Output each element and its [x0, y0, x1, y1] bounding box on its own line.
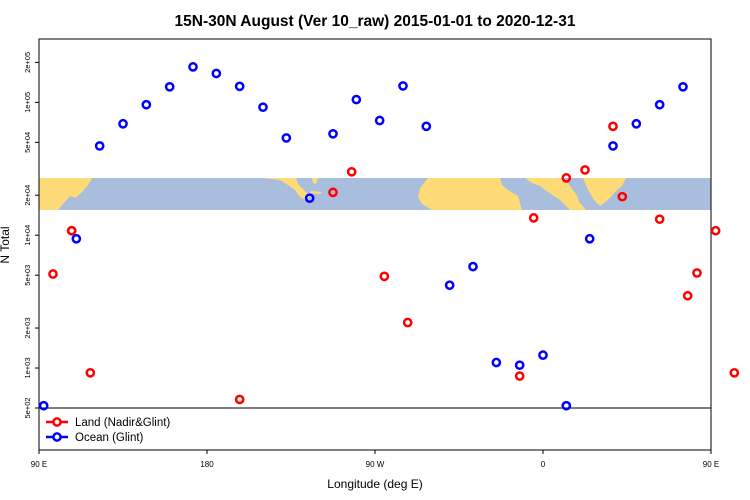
ocean-point	[211, 68, 222, 79]
y-tick-label: 2e+03	[23, 317, 32, 338]
x-tick-label: 180	[200, 460, 214, 469]
legend-ocean-label: Ocean (Glint)	[75, 432, 144, 444]
y-tick-label: 1e+05	[23, 92, 32, 113]
land-point	[654, 214, 665, 225]
ocean-point	[188, 62, 198, 72]
ocean-point	[164, 81, 175, 92]
land-point	[692, 268, 702, 278]
ocean-point	[538, 350, 548, 360]
y-tick-label: 5e+03	[23, 265, 32, 286]
legend-item-ocean: Ocean (Glint)	[46, 432, 144, 444]
y-tick-label: 1e+03	[23, 357, 32, 378]
x-tick-label: 90 E	[31, 460, 47, 469]
land-point	[528, 213, 539, 223]
y-tick-label: 2e+04	[23, 185, 32, 206]
land-point	[617, 191, 628, 202]
data-series	[38, 62, 740, 411]
y-axis: 5e+02 1e+03 2e+03 5e+03 1e+04 2e+04 5e+04 1e+05…	[23, 52, 39, 419]
ocean-point	[584, 233, 595, 244]
series-land	[48, 121, 740, 405]
land-point	[234, 394, 245, 405]
ocean-point	[258, 102, 268, 113]
ocean-point	[351, 94, 362, 105]
land-point	[48, 269, 58, 279]
land-florida	[312, 178, 318, 184]
world-map-strip	[39, 178, 711, 210]
land-point	[580, 165, 590, 175]
ocean-point	[234, 81, 245, 92]
legend: Land (Nadir&Glint) Ocean (Glint)	[46, 417, 170, 444]
y-tick-label: 5e+04	[23, 132, 32, 153]
ocean-point	[421, 121, 432, 132]
land-point	[729, 367, 740, 378]
ocean-point	[491, 357, 502, 368]
land-point	[514, 371, 525, 381]
ocean-point	[141, 99, 152, 110]
x-tick-label: 90 E	[703, 460, 719, 469]
y-axis-label: N Total	[0, 226, 12, 263]
legend-item-land: Land (Nadir&Glint)	[46, 417, 170, 429]
land-point	[379, 271, 390, 282]
ocean-point	[71, 233, 82, 244]
ocean-point	[94, 141, 105, 151]
ocean-point	[631, 118, 642, 129]
plot-frame	[38, 38, 712, 409]
land-point	[85, 367, 96, 378]
x-axis-label: Longitude (deg E)	[327, 477, 422, 491]
ocean-point	[38, 400, 49, 411]
land-point	[66, 225, 77, 236]
land-se-asia	[583, 178, 626, 206]
land-point	[346, 166, 357, 177]
land-africa-arabia	[418, 178, 522, 210]
ocean-point	[468, 261, 478, 272]
y-tick-label: 5e+02	[23, 397, 32, 418]
series-ocean	[38, 62, 688, 411]
legend-land-label: Land (Nadir&Glint)	[75, 417, 170, 429]
x-tick-label: 90 W	[366, 460, 385, 469]
ocean-point	[608, 141, 618, 151]
land-mexico	[262, 178, 310, 200]
land-india	[525, 178, 586, 210]
land-point	[328, 187, 338, 198]
land-asia-east	[39, 178, 92, 210]
ocean-point	[444, 280, 455, 291]
ocean-point	[328, 128, 338, 139]
chart-title: 15N-30N August (Ver 10_raw) 2015-01-01 t…	[175, 13, 576, 30]
ocean-point	[118, 118, 128, 129]
legend-land-marker	[52, 417, 62, 427]
ocean-point	[281, 133, 292, 143]
legend-ocean-marker	[52, 432, 62, 442]
land-point	[402, 317, 413, 328]
ocean-point	[398, 81, 408, 91]
y-tick-label: 2e+05	[23, 52, 32, 73]
x-tick-label: 0	[541, 460, 546, 469]
land-point	[561, 173, 572, 183]
ocean-point	[304, 193, 315, 204]
y-tick-label: 1e+04	[23, 225, 32, 246]
ocean-point	[678, 81, 688, 92]
land-point	[710, 225, 721, 236]
land-point	[682, 290, 693, 301]
ocean-point	[561, 400, 572, 411]
ocean-point	[514, 360, 525, 371]
land-point	[608, 121, 618, 132]
x-axis: 90 E 180 90 W 0 90 E	[31, 450, 719, 469]
ocean-point	[374, 115, 385, 126]
land-cuba	[310, 191, 322, 194]
ocean-point	[654, 99, 665, 110]
